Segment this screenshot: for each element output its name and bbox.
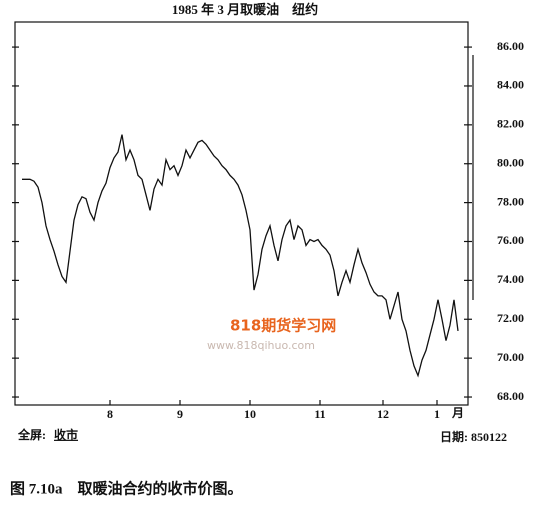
footer-left-value: 收市 [54,427,78,442]
y-tick-label: 78.00 [497,194,524,208]
x-tick-label: 11 [314,407,325,421]
x-tick-label: 9 [177,407,183,421]
price-line [22,134,459,378]
y-tick-label: 76.00 [497,233,524,247]
y-tick-label: 72.00 [497,311,524,325]
caption: 图 7.10a 取暖油合约的收市价图。 [10,479,243,497]
watermark-url: www.818qihuo.com [207,339,315,352]
y-tick-label: 70.00 [497,350,524,364]
x-tick-label: 12 [377,407,389,421]
chart-title: 1985 年 3 月取暖油 纽约 [172,2,318,17]
plot-frame [14,21,469,406]
x-tick-label: 1 [434,407,440,421]
y-tick-label: 74.00 [497,272,524,286]
x-axis-unit: 月 [451,406,464,420]
watermark-title: 818期货学习网 [230,317,336,335]
x-tick-label: 8 [107,407,113,421]
footer-right: 日期: 850122 [440,429,507,444]
y-tick-label: 82.00 [497,117,524,131]
y-tick-label: 80.00 [497,155,524,169]
x-tick-label: 10 [244,407,256,421]
y-tick-label: 68.00 [497,389,524,403]
y-tick-label: 84.00 [497,78,524,92]
footer-left: 全屏: [17,427,46,442]
y-tick-label: 86.00 [497,39,524,53]
